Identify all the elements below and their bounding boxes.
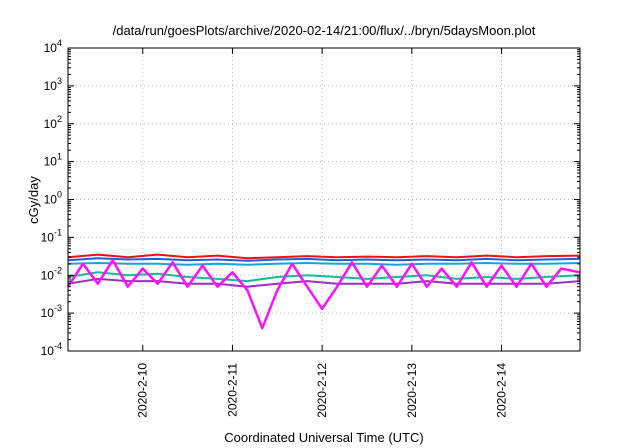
series-line-4	[67, 271, 581, 283]
y-tick-label: 10-4	[41, 341, 62, 358]
x-tick-label: 2020-2-12	[315, 363, 329, 418]
y-tick-exponent: 0	[57, 190, 62, 200]
y-tick-base: 10	[41, 306, 55, 320]
x-axis: 2020-2-10 2020-2-11 2020-2-12 2020-2-13 2020…	[136, 48, 509, 418]
series-line-6	[66, 258, 581, 330]
series-line-1	[67, 253, 581, 260]
y-tick-exponent: 3	[57, 76, 62, 86]
y-tick-base: 10	[41, 230, 55, 244]
gridlines	[68, 48, 580, 351]
y-tick-label: 100	[44, 190, 62, 207]
y-tick-exponent: -4	[54, 341, 62, 351]
y-tick-exponent: -1	[54, 227, 62, 237]
y-tick-label: 10-1	[41, 227, 62, 244]
series-line-3	[67, 262, 581, 266]
y-tick-exponent: -2	[54, 265, 62, 275]
y-tick-base: 10	[44, 193, 58, 207]
x-tick-label: 2020-2-11	[225, 363, 239, 417]
y-tick-label: 102	[44, 114, 62, 131]
y-tick-exponent: 2	[57, 114, 62, 124]
x-axis-label: Coordinated Universal Time (UTC)	[224, 430, 423, 445]
y-tick-base: 10	[41, 268, 55, 282]
y-tick-exponent: 1	[57, 152, 62, 162]
x-tick-label: 2020-2-10	[136, 363, 150, 418]
y-tick-label: 10-2	[41, 265, 62, 282]
y-tick-base: 10	[44, 79, 58, 93]
y-tick-base: 10	[44, 155, 58, 169]
y-tick-exponent: 4	[57, 38, 62, 48]
y-tick-base: 10	[41, 344, 55, 358]
y-tick-base: 10	[44, 41, 58, 55]
y-tick-base: 10	[44, 117, 58, 131]
y-tick-exponent: -3	[54, 303, 62, 313]
y-tick-label: 103	[44, 76, 62, 93]
y-tick-label: 10-3	[41, 303, 62, 320]
chart-title: /data/run/goesPlots/archive/2020-02-14/2…	[113, 23, 536, 38]
series-line-5	[67, 277, 581, 288]
series-line-2	[67, 257, 581, 262]
y-tick-label: 104	[44, 38, 62, 55]
x-tick-label: 2020-2-13	[405, 363, 419, 418]
y-tick-label: 101	[44, 152, 62, 169]
y-axis-label: cGy/day	[26, 176, 41, 224]
series-lines	[66, 253, 581, 330]
x-tick-label: 2020-2-14	[495, 363, 509, 418]
